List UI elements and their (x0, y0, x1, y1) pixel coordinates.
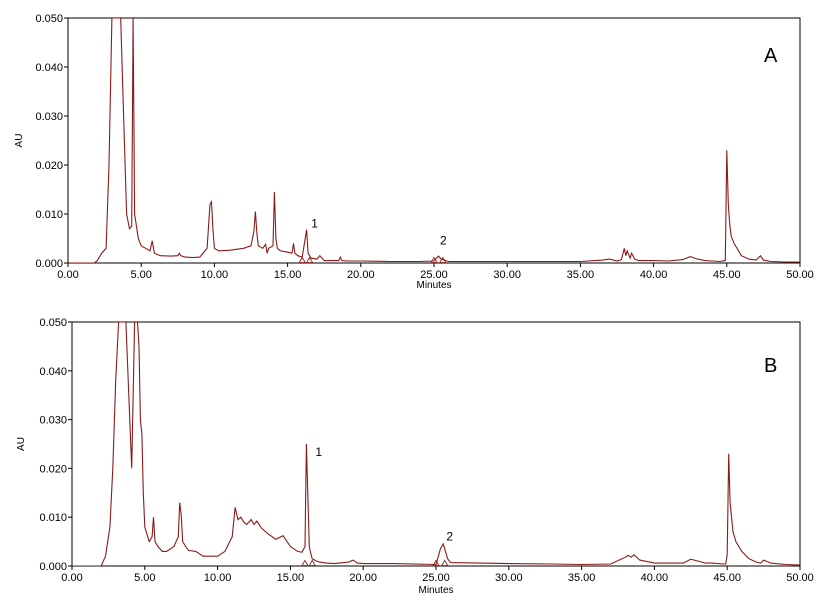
panel-b-y-tick-label: 0.010 (39, 512, 67, 524)
panel-a-peak-marker (298, 256, 307, 263)
panel-a-y-tick-label: 0.010 (35, 209, 63, 221)
panel-b-peak-marker (308, 559, 317, 567)
panel-b-peak-marker (301, 559, 309, 567)
panel-a-y-tick-label: 0.000 (35, 258, 63, 270)
panel-a-peak-marker (430, 256, 438, 263)
panel-a-x-tick-label: 30.00 (493, 269, 521, 281)
panel-b-x-tick-label: 35.00 (568, 572, 596, 584)
panel-b-peak-label: 1 (315, 445, 322, 459)
panel-a-x-tick-label: 5.00 (130, 269, 151, 281)
panel-b-x-tick-label: 10.00 (204, 572, 232, 584)
panel-a-y-tick-label: 0.040 (35, 62, 63, 74)
panel-a-x-tick-label: 15.00 (274, 269, 302, 281)
panel-a-peak-label: 2 (440, 233, 447, 247)
panel-a-x-tick-label: 40.00 (640, 269, 668, 281)
panel-b-y-tick-label: 0.040 (39, 366, 67, 378)
panel-b-peak-marker (440, 559, 449, 567)
panel-a-plot-frame (67, 17, 801, 264)
panel-b-x-tick-label: 50.00 (786, 572, 814, 584)
panel-b-x-tick-label: 45.00 (713, 572, 741, 584)
panel-b-x-tick-label: 25.00 (422, 572, 450, 584)
panel-b-peak-label: 2 (446, 530, 453, 544)
panel-b-y-tick-label: 0.020 (39, 463, 67, 475)
panel-b-x-axis-label: Minutes (418, 585, 453, 596)
panel-a-x-tick-label: 10.00 (201, 269, 229, 281)
panel-b-x-tick-label: 5.00 (134, 572, 155, 584)
panel-a-y-tick-label: 0.050 (35, 13, 63, 25)
panel-a-x-tick-label: 0.00 (57, 269, 78, 281)
panel-a-x-tick-label: 50.00 (786, 269, 814, 281)
panel-b-plot-frame (71, 321, 801, 567)
panel-a-y-tick-label: 0.030 (35, 111, 63, 123)
panel-b-y-tick-label: 0.000 (39, 561, 67, 573)
panel-a-y-tick-label: 0.020 (35, 160, 63, 172)
panel-b-x-tick-label: 40.00 (641, 572, 669, 584)
panel-a-x-tick-label: 25.00 (420, 269, 448, 281)
panel-b-x-tick-label: 20.00 (349, 572, 377, 584)
panel-b-trace-line (72, 322, 800, 566)
panel-a-peak-marker (438, 256, 447, 263)
panel-a-label: A (764, 45, 778, 67)
panel-b-peak-marker (432, 559, 440, 567)
panel-a-x-tick-label: 45.00 (713, 269, 741, 281)
panel-a-peak-label: 1 (311, 217, 318, 231)
panel-a-peak-marker (305, 256, 314, 263)
panel-b-y-tick-label: 0.030 (39, 415, 67, 427)
panel-b-x-tick-label: 15.00 (277, 572, 305, 584)
panel-a-y-axis-label: AU (14, 134, 25, 148)
panel-a-x-tick-label: 20.00 (347, 269, 375, 281)
panel-b-x-tick-label: 30.00 (495, 572, 523, 584)
panel-b-label: B (764, 355, 777, 377)
panel-b-y-axis-label: AU (16, 437, 27, 451)
panel-a-x-axis-label: Minutes (416, 280, 451, 291)
panel-a-x-tick-label: 35.00 (567, 269, 595, 281)
panel-b-y-tick-label: 0.050 (39, 317, 67, 329)
panel-b-x-tick-label: 0.00 (61, 572, 82, 584)
panel-a-trace-line (68, 18, 800, 263)
